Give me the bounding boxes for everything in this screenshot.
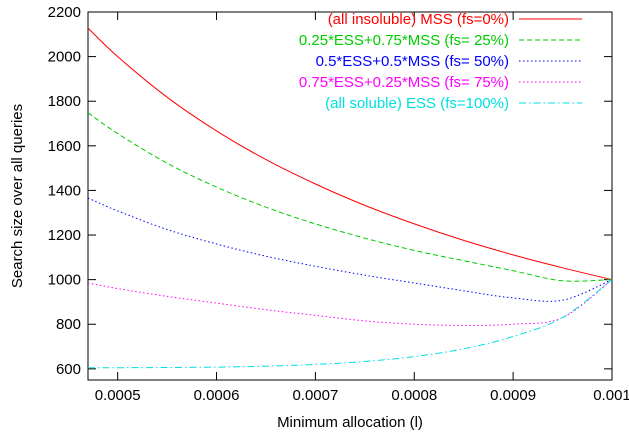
legend: (all insoluble) MSS (fs=0%) 0.25*ESS+0.75… (299, 11, 582, 112)
y-tick-label: 800 (56, 316, 81, 333)
y-tick-label: 2200 (48, 4, 81, 21)
series-line-5 (87, 279, 613, 369)
y-tick-label: 1400 (48, 182, 81, 199)
series-line-3 (87, 197, 613, 302)
y-tick-label: 1000 (48, 272, 81, 289)
legend-label-2: 0.25*ESS+0.75*MSS (fs= 25%) (299, 32, 509, 49)
x-tick-label: 0.0005 (95, 387, 141, 404)
y-tick-label: 1200 (48, 227, 81, 244)
legend-label-3: 0.5*ESS+0.5*MSS (fs= 50%) (316, 53, 509, 70)
y-tick-label: 1600 (48, 138, 81, 155)
y-axis-title: Search size over all queries (9, 104, 26, 288)
x-axis-title: Minimum allocation (l) (277, 414, 423, 431)
plot-area (87, 11, 613, 381)
x-axis: 0.0005 0.0006 0.0007 0.0008 0.0009 0.001 (95, 12, 629, 404)
series-line-2 (87, 112, 613, 282)
x-tick-label: 0.0008 (391, 387, 437, 404)
y-tick-label: 2000 (48, 49, 81, 66)
y-tick-label: 1800 (48, 93, 81, 110)
legend-label-5: (all soluble) ESS (fs=100%) (325, 95, 509, 112)
series-layer (87, 27, 613, 369)
legend-label-4: 0.75*ESS+0.25*MSS (fs= 75%) (299, 74, 509, 91)
y-tick-label: 600 (56, 361, 81, 378)
plot-frame (87, 11, 613, 381)
x-tick-label: 0.0007 (292, 387, 338, 404)
x-tick-label: 0.0009 (490, 387, 536, 404)
x-tick-label: 0.001 (593, 387, 629, 404)
series-line-4 (87, 279, 613, 326)
series-line-1 (87, 27, 613, 281)
y-axis: 600 800 1000 1200 1400 1600 1800 2000 2200 (48, 4, 612, 378)
legend-label-1: (all insoluble) MSS (fs=0%) (328, 11, 509, 28)
x-tick-label: 0.0006 (194, 387, 240, 404)
